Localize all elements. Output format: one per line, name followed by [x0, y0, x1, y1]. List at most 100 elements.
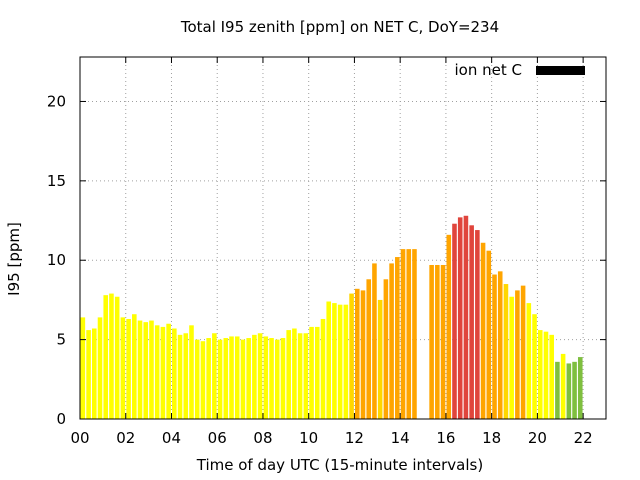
bar [343, 304, 349, 419]
bar [452, 223, 457, 419]
x-tick-label: 02 [116, 429, 135, 447]
bar [486, 250, 492, 419]
bar [240, 339, 246, 419]
x-tick-label: 04 [162, 429, 181, 447]
bar [309, 326, 314, 419]
bar [400, 249, 406, 419]
bar [457, 217, 463, 419]
bar [320, 318, 326, 419]
bar [526, 303, 532, 419]
bar [257, 333, 263, 419]
bar [360, 290, 366, 419]
legend-swatch [536, 66, 585, 75]
bar [372, 263, 377, 419]
bar [383, 279, 389, 419]
bar [406, 249, 412, 419]
bar [555, 361, 560, 419]
bar [543, 331, 549, 419]
bar [337, 304, 343, 419]
bar [234, 336, 240, 419]
bar [366, 279, 372, 419]
bar [206, 338, 211, 419]
bar [292, 328, 297, 419]
bar [246, 338, 251, 419]
bar [577, 357, 583, 419]
bar [480, 242, 486, 419]
bar [200, 341, 206, 419]
bar [532, 314, 537, 419]
x-tick-label: 08 [253, 429, 272, 447]
bar [515, 290, 520, 419]
bar [349, 293, 354, 419]
bar [126, 318, 131, 419]
bar [143, 322, 149, 419]
bar [446, 234, 452, 419]
bar [166, 323, 171, 419]
bar [252, 334, 257, 419]
x-tick-label: 14 [391, 429, 410, 447]
bar [475, 230, 480, 419]
x-axis-label: Time of day UTC (15-minute intervals) [196, 456, 483, 474]
bar [440, 264, 446, 419]
bar [137, 320, 143, 419]
bar [469, 225, 474, 419]
bar [160, 326, 166, 419]
bar [429, 264, 434, 419]
bar [355, 288, 360, 419]
bar [109, 293, 114, 419]
bar [263, 336, 269, 419]
bar [80, 317, 86, 419]
bar [154, 325, 160, 419]
bar [492, 274, 497, 419]
bar [572, 361, 577, 419]
bar [326, 301, 331, 419]
axis-ticks: 00 02 04 06 08 10 12 14 16 18 20 22 0 5 10 15 20 [47, 57, 606, 447]
bar [549, 334, 554, 419]
bar [114, 296, 120, 419]
x-tick-label: 18 [482, 429, 501, 447]
bar [566, 363, 572, 419]
bar [97, 317, 103, 419]
bar [86, 330, 91, 419]
bar [463, 215, 469, 419]
legend-label: ion net C [455, 61, 522, 79]
bar [149, 320, 154, 419]
bar [229, 336, 234, 419]
bar [395, 257, 400, 419]
bar [274, 339, 280, 419]
bar-series [80, 215, 583, 419]
x-tick-label: 12 [345, 429, 364, 447]
bar [377, 299, 383, 419]
x-tick-label: 16 [436, 429, 455, 447]
plot-frame [79, 56, 607, 420]
chart-title: Total I95 zenith [ppm] on NET C, DoY=234 [180, 18, 499, 36]
bar [172, 328, 177, 419]
x-tick-label: 20 [528, 429, 547, 447]
bar [503, 284, 509, 419]
y-tick-label: 10 [47, 251, 66, 269]
bar [297, 333, 303, 419]
bar [303, 333, 309, 419]
bar [509, 296, 514, 419]
bar [389, 263, 394, 419]
bar [332, 303, 337, 419]
chart-legend: ion net C [455, 61, 585, 79]
chart-grid [79, 57, 606, 420]
x-tick-label: 06 [208, 429, 227, 447]
bar [223, 338, 229, 419]
bar [92, 328, 97, 419]
bar [497, 271, 503, 419]
bar [120, 317, 126, 419]
bar [520, 285, 526, 419]
y-tick-label: 20 [47, 92, 66, 110]
bar [412, 249, 417, 419]
x-tick-label: 22 [574, 429, 593, 447]
bar [217, 339, 223, 419]
bar [435, 264, 440, 419]
y-tick-label: 0 [56, 410, 66, 428]
bar [286, 330, 291, 419]
bar [560, 353, 566, 419]
bar [269, 338, 274, 419]
bar [537, 330, 543, 419]
